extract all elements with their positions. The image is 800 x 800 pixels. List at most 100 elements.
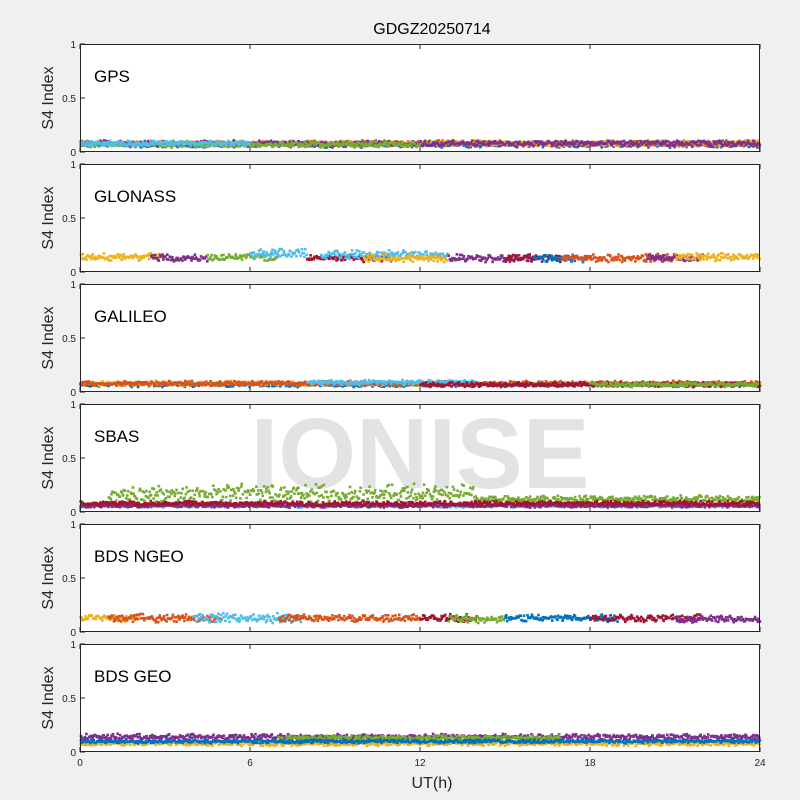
data-point [171,258,175,261]
data-point [419,140,422,143]
data-point [84,256,87,259]
data-point [140,143,144,147]
data-point [232,256,235,260]
data-point [180,257,183,261]
data-point [409,144,412,148]
data-point [511,254,515,257]
data-point [675,139,679,142]
data-point [721,252,724,255]
data-point [253,257,256,261]
data-point [368,251,372,255]
series-3 [249,247,308,259]
data-point [555,255,558,259]
data-point [516,142,519,146]
data-point [445,259,449,262]
data-point [564,139,567,143]
data-point [362,251,366,254]
data-point [189,145,192,149]
data-point [117,144,120,148]
data-point [271,248,274,252]
data-point [258,256,262,259]
data-point [417,142,420,146]
data-point [673,144,677,147]
data-point [350,249,354,252]
data-point [750,142,754,146]
data-point [276,255,280,258]
data-point [370,142,373,146]
data-point [745,253,749,257]
data-point [408,140,411,144]
data-point [630,140,634,144]
data-point [273,257,277,261]
data-point [723,140,727,144]
data-point [554,139,557,143]
data-point [418,144,421,147]
data-point [102,256,105,259]
data-point [131,140,135,144]
data-point [369,140,372,144]
data-point [90,142,94,146]
data-point [174,258,177,262]
data-point [387,141,390,145]
data-point [209,256,212,259]
data-point [583,254,587,258]
data-point [430,143,434,147]
data-point [160,142,163,146]
data-point [609,254,612,258]
data-point [263,255,266,259]
data-point [140,256,143,259]
data-point [262,250,266,253]
data-point [139,255,142,258]
data-point [176,142,179,146]
y-axis-label: S4 Index [40,186,57,249]
data-point [103,258,107,261]
data-point [248,253,252,257]
data-point [182,142,186,145]
data-point [739,141,742,144]
data-point [620,140,623,143]
data-point [295,254,298,258]
data-point [600,146,603,149]
data-point [736,144,740,147]
data-point [572,145,575,148]
data-point [443,141,447,145]
data-point [386,143,390,147]
data-point [560,140,563,143]
data-point [591,141,594,144]
axes-background [80,44,760,152]
data-point [204,144,208,147]
data-point [756,139,760,142]
data-point [268,253,271,257]
data-point [139,142,142,146]
data-point [608,140,611,143]
data-point [335,141,339,145]
data-point [180,145,184,148]
data-point [172,141,176,145]
data-point [557,146,561,149]
data-point [176,256,179,260]
data-point [151,254,154,257]
data-point [338,142,342,145]
data-point [289,142,293,146]
data-point [511,142,515,146]
data-point [389,254,392,258]
data-point [290,255,293,258]
data-point [160,254,163,258]
data-point [309,254,312,257]
data-point [310,143,314,147]
data-point [572,143,575,147]
data-point [545,260,549,263]
data-point [237,256,241,259]
data-point [192,257,196,260]
data-point [407,144,411,147]
data-point [391,142,395,145]
data-point [563,144,566,147]
data-point [643,140,647,143]
data-point [239,255,242,259]
data-point [255,255,259,258]
data-point [755,144,758,147]
data-point [648,144,651,148]
data-point [249,255,252,259]
data-point [343,142,347,145]
data-point [718,259,722,262]
